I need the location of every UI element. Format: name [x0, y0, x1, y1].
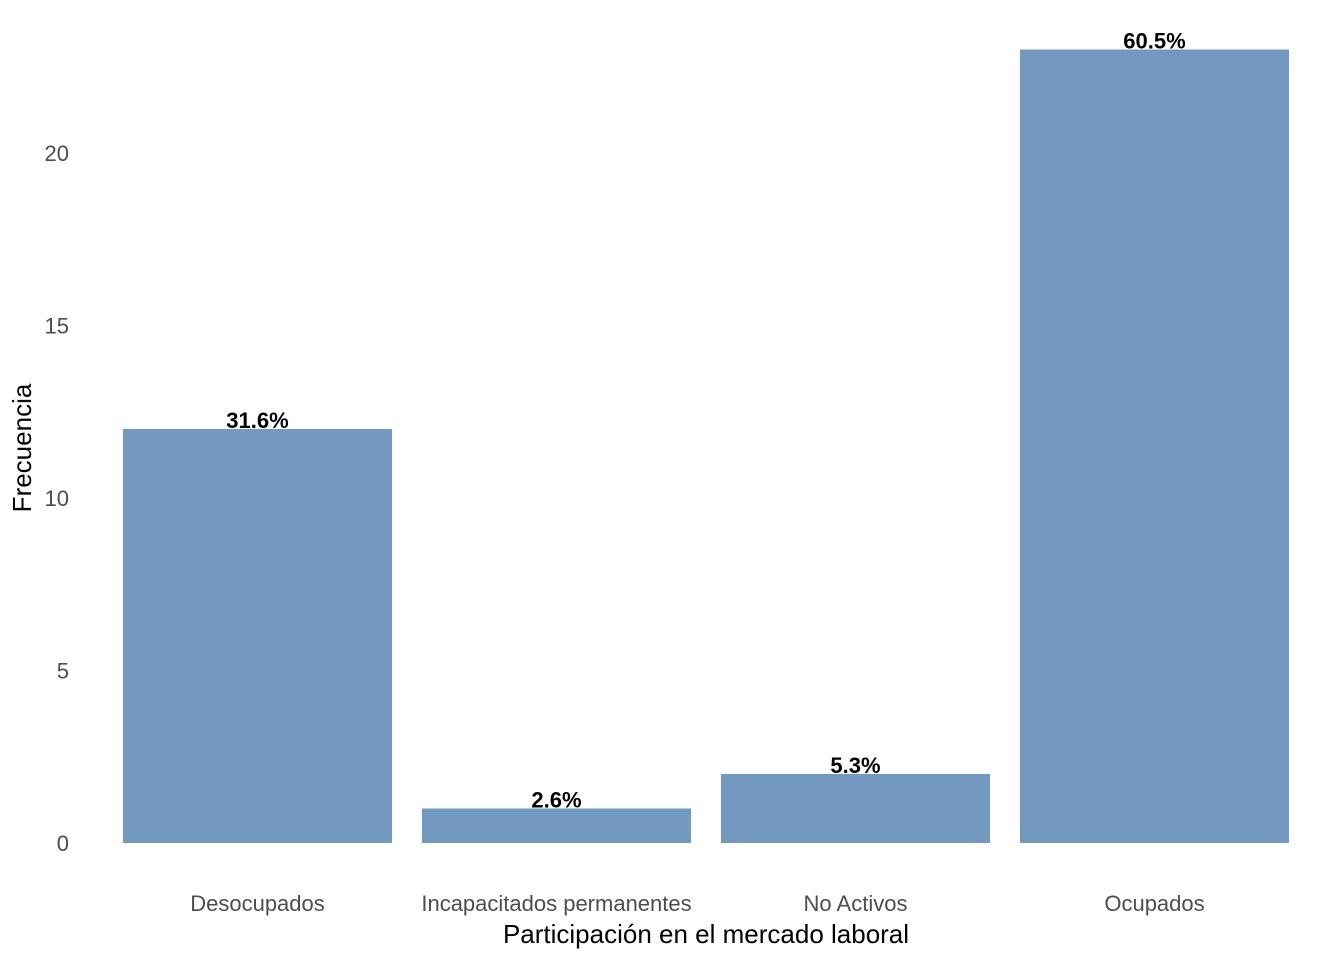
x-tick-label: No Activos [804, 891, 908, 916]
x-tick-label: Desocupados [190, 891, 325, 916]
bar-value-label: 5.3% [830, 753, 880, 778]
bar-value-label: 31.6% [226, 408, 288, 433]
bars [122, 49, 1290, 843]
bar-value-labels: 31.6% 2.6% 5.3% 60.5% [226, 29, 1185, 813]
y-axis-title: Frecuencia [7, 383, 37, 512]
x-axis-ticks: Desocupados Incapacitados permanentes No A… [190, 891, 1204, 916]
bar [1019, 49, 1290, 843]
bar [421, 808, 692, 843]
bar [122, 429, 393, 843]
bar-value-label: 2.6% [531, 788, 581, 813]
y-tick-label: 5 [57, 659, 69, 684]
x-axis-title: Participación en el mercado laboral [503, 919, 909, 949]
y-tick-label: 15 [45, 314, 69, 339]
y-axis-ticks: 0 5 10 15 20 [45, 141, 69, 856]
x-tick-label: Incapacitados permanentes [421, 891, 691, 916]
y-tick-label: 20 [45, 141, 69, 166]
y-tick-label: 10 [45, 486, 69, 511]
y-tick-label: 0 [57, 831, 69, 856]
bar-value-label: 60.5% [1123, 29, 1185, 54]
x-tick-label: Ocupados [1104, 891, 1204, 916]
bar [720, 774, 991, 843]
